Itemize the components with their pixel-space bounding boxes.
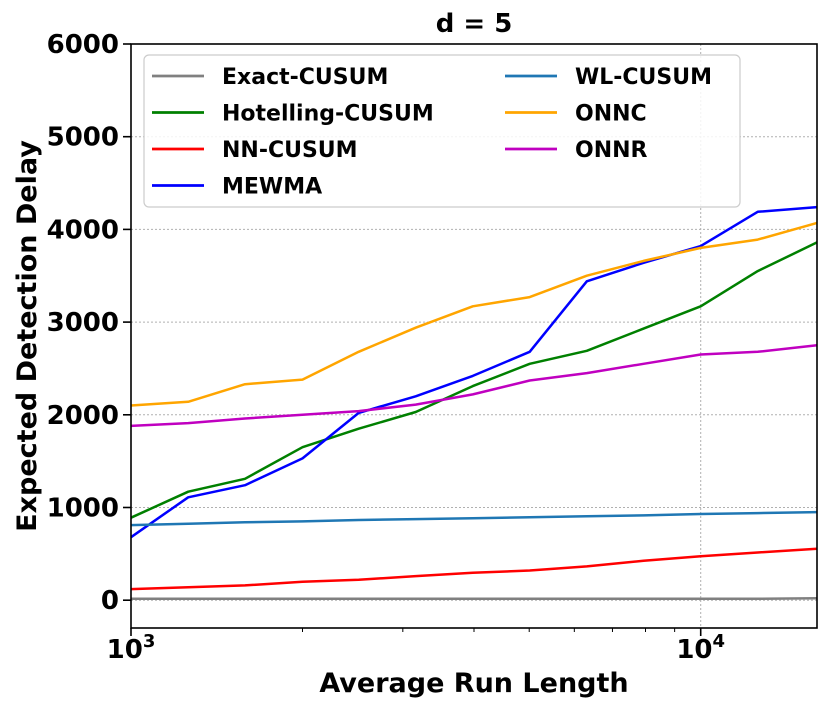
y-axis-label: Expected Detection Delay <box>12 140 43 532</box>
legend-box <box>143 54 741 208</box>
series-line-exact-cusum <box>131 597 818 601</box>
y-tick-label: 1000 <box>47 493 119 523</box>
legend-label: Hotelling-CUSUM <box>222 102 434 127</box>
legend-label: ONNC <box>575 102 647 127</box>
legend-label: Exact-CUSUM <box>222 65 388 90</box>
y-tick-label: 2000 <box>47 401 119 431</box>
y-tick-label: 0 <box>101 586 119 616</box>
legend: Exact-CUSUM Hotelling-CUSUM NN-CUSUM MEWMA W… <box>143 54 741 208</box>
chart-title: d = 5 <box>436 9 513 39</box>
x-tick-label: 103 <box>107 631 156 665</box>
x-axis-label: Average Run Length <box>319 668 628 699</box>
series-line-mewma <box>130 205 818 539</box>
axis-ticks: 0 1000 2000 3000 4000 5000 6000 103 104 <box>47 30 725 665</box>
series-line-onnr <box>130 344 818 428</box>
legend-label: ONNR <box>575 138 648 163</box>
series-line-nn-cusum <box>130 547 818 591</box>
legend-label: NN-CUSUM <box>222 138 358 163</box>
series-line-onnc <box>130 221 818 407</box>
series-line-wl-cusum <box>130 510 818 527</box>
y-tick-label: 4000 <box>47 215 119 245</box>
legend-label: WL-CUSUM <box>575 65 712 90</box>
y-tick-label: 5000 <box>47 123 119 153</box>
series-layer <box>130 205 818 601</box>
series-line-hotelling-cusum <box>130 241 818 519</box>
y-tick-label: 6000 <box>47 30 119 60</box>
x-tick-label: 104 <box>676 631 725 665</box>
legend-label: MEWMA <box>222 175 322 200</box>
y-tick-label: 3000 <box>47 308 119 338</box>
